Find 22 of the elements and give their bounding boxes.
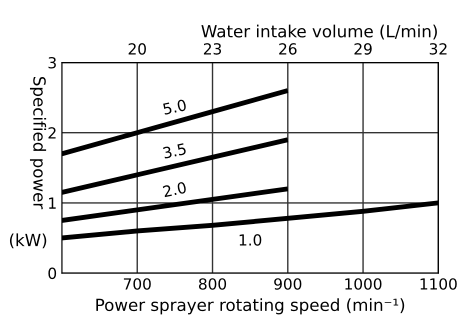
y-tick-label: 1 bbox=[49, 198, 56, 209]
x-tick-label: 800 bbox=[198, 278, 226, 290]
x2-tick-label: 23 bbox=[204, 43, 222, 55]
x-tick-label: 1100 bbox=[420, 278, 457, 290]
text: 5.0 bbox=[162, 98, 187, 115]
x2-tick-label: 32 bbox=[430, 43, 447, 55]
series-label: 1.0 bbox=[240, 234, 262, 246]
y-tick-label: 2 bbox=[48, 127, 56, 138]
text: 2.0 bbox=[162, 181, 187, 198]
y-tick-label: 3 bbox=[48, 56, 56, 69]
x2-tick-label: 29 bbox=[354, 43, 372, 55]
x2-tick-label: 26 bbox=[279, 43, 297, 55]
y-axis-title: Specified power bbox=[30, 76, 46, 210]
x-axis-title: Power sprayer rotating speed (min⁻¹) bbox=[96, 298, 404, 314]
text: 3.5 bbox=[162, 142, 186, 159]
y-tick-label: 0 bbox=[48, 268, 56, 280]
x2-tick-label: 20 bbox=[128, 43, 146, 55]
x-tick-label: 900 bbox=[274, 278, 302, 290]
x-tick-label: 700 bbox=[124, 278, 151, 290]
text: (kW) bbox=[10, 233, 46, 248]
x2-axis-title: Water intake volume (L/min) bbox=[201, 24, 437, 40]
x-tick-label: 1000 bbox=[345, 278, 382, 290]
